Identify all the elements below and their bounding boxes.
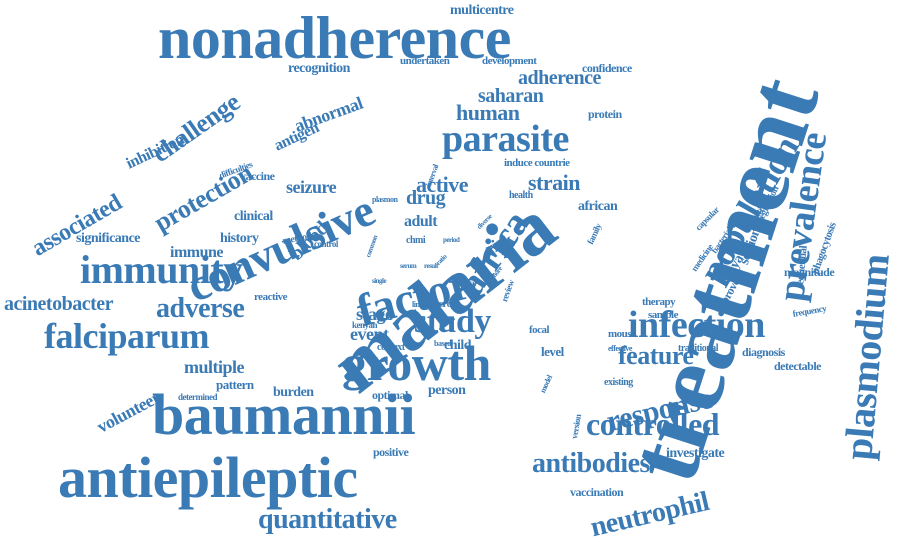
word-based: based — [434, 339, 452, 348]
word-cross: cross — [438, 298, 460, 310]
word-african: african — [578, 199, 618, 214]
word-adherence: adherence — [518, 67, 601, 89]
word-significance: significance — [76, 231, 141, 246]
word-antiepileptic: antiepileptic — [58, 445, 358, 510]
word-person: person — [428, 383, 466, 398]
word-study: study — [414, 303, 491, 340]
word-result: result — [424, 262, 438, 270]
word-case: case — [462, 278, 477, 288]
word-clinical: clinical — [234, 209, 273, 224]
word-active: active — [416, 172, 468, 197]
word-growth: growth — [342, 335, 491, 391]
word-positive: positive — [373, 445, 409, 459]
word-detectable: detectable — [774, 359, 821, 373]
word-controlled: controlled — [586, 406, 720, 442]
word-infection: infection — [628, 304, 765, 346]
word-drug: drug — [406, 187, 446, 209]
word-multiple: multiple — [184, 357, 245, 377]
word-health: health — [509, 190, 533, 201]
word-control: control — [314, 239, 338, 249]
word-optimal: optimal — [372, 388, 408, 402]
word-antibodies: antibodies — [532, 448, 650, 479]
word-recognition: recognition — [288, 61, 350, 76]
word-magnitude: magnitude — [784, 265, 835, 279]
word-reactive: reactive — [254, 291, 288, 303]
word-confidence: confidence — [582, 61, 632, 75]
word-effective: effective — [608, 344, 632, 353]
word-therapy: therapy — [642, 296, 676, 308]
word-burden: burden — [273, 385, 314, 400]
word-strain: strain — [528, 170, 581, 195]
word-investigate: investigate — [666, 446, 725, 461]
word-undertaken: undertaken — [400, 55, 450, 67]
word-seizure: seizure — [286, 177, 337, 197]
word-plasmon: plasmon — [372, 195, 398, 204]
word-version: version — [569, 413, 584, 440]
word-kenyan: kenyan — [352, 320, 378, 330]
word-sample: sample — [648, 309, 679, 321]
word-plasmodium: plasmodium — [835, 252, 898, 462]
word-model: model — [538, 373, 555, 395]
word-common: common — [364, 234, 380, 259]
word-baumannii: baumannii — [152, 382, 416, 447]
word-traditional: traditional — [678, 343, 719, 354]
word-pattern: pattern — [216, 377, 254, 392]
word-context: context — [377, 342, 405, 353]
word-feature: feature — [618, 341, 694, 370]
word-development: development — [482, 55, 537, 67]
word-immunity: immunity — [80, 247, 243, 292]
word-induce-countrie: induce countrie — [504, 157, 570, 169]
word-event: event — [350, 324, 389, 344]
word-chmi: chmi — [406, 235, 426, 246]
word-child: child — [444, 338, 472, 353]
word-focal: focal — [529, 324, 550, 336]
word-falciparum: falciparum — [44, 316, 209, 356]
word-history: history — [220, 231, 259, 246]
word-existing: existing — [604, 377, 633, 388]
word-family: family — [585, 222, 604, 246]
word-immune: immune — [170, 244, 224, 261]
word-single: single — [372, 277, 387, 285]
word-adult: adult — [404, 213, 438, 230]
word-level: level — [541, 344, 564, 359]
word-multicentre: multicentre — [450, 3, 514, 18]
word-human: human — [456, 100, 520, 125]
word-mouse: mouse — [608, 328, 636, 340]
word-vaccination: vaccination — [570, 485, 624, 499]
word-protein: protein — [588, 107, 622, 121]
word-stage: stage — [356, 304, 393, 324]
word-vaccine: vaccine — [240, 169, 275, 183]
word-diagnosis: diagnosis — [742, 345, 785, 359]
word-frequency: frequency — [791, 303, 827, 319]
word-acinetobacter: acinetobacter — [4, 293, 114, 315]
word-linked: linked — [412, 300, 431, 309]
word-quantitative: quantitative — [258, 504, 397, 535]
word-nonadherence: nonadherence — [158, 5, 511, 71]
word-period: period — [443, 236, 460, 244]
word-parasite: parasite — [442, 118, 569, 160]
word-adverse: adverse — [156, 293, 245, 324]
word-saharan: saharan — [478, 85, 544, 107]
word-determined: determined — [178, 392, 218, 402]
word-serum: serum — [400, 262, 417, 270]
